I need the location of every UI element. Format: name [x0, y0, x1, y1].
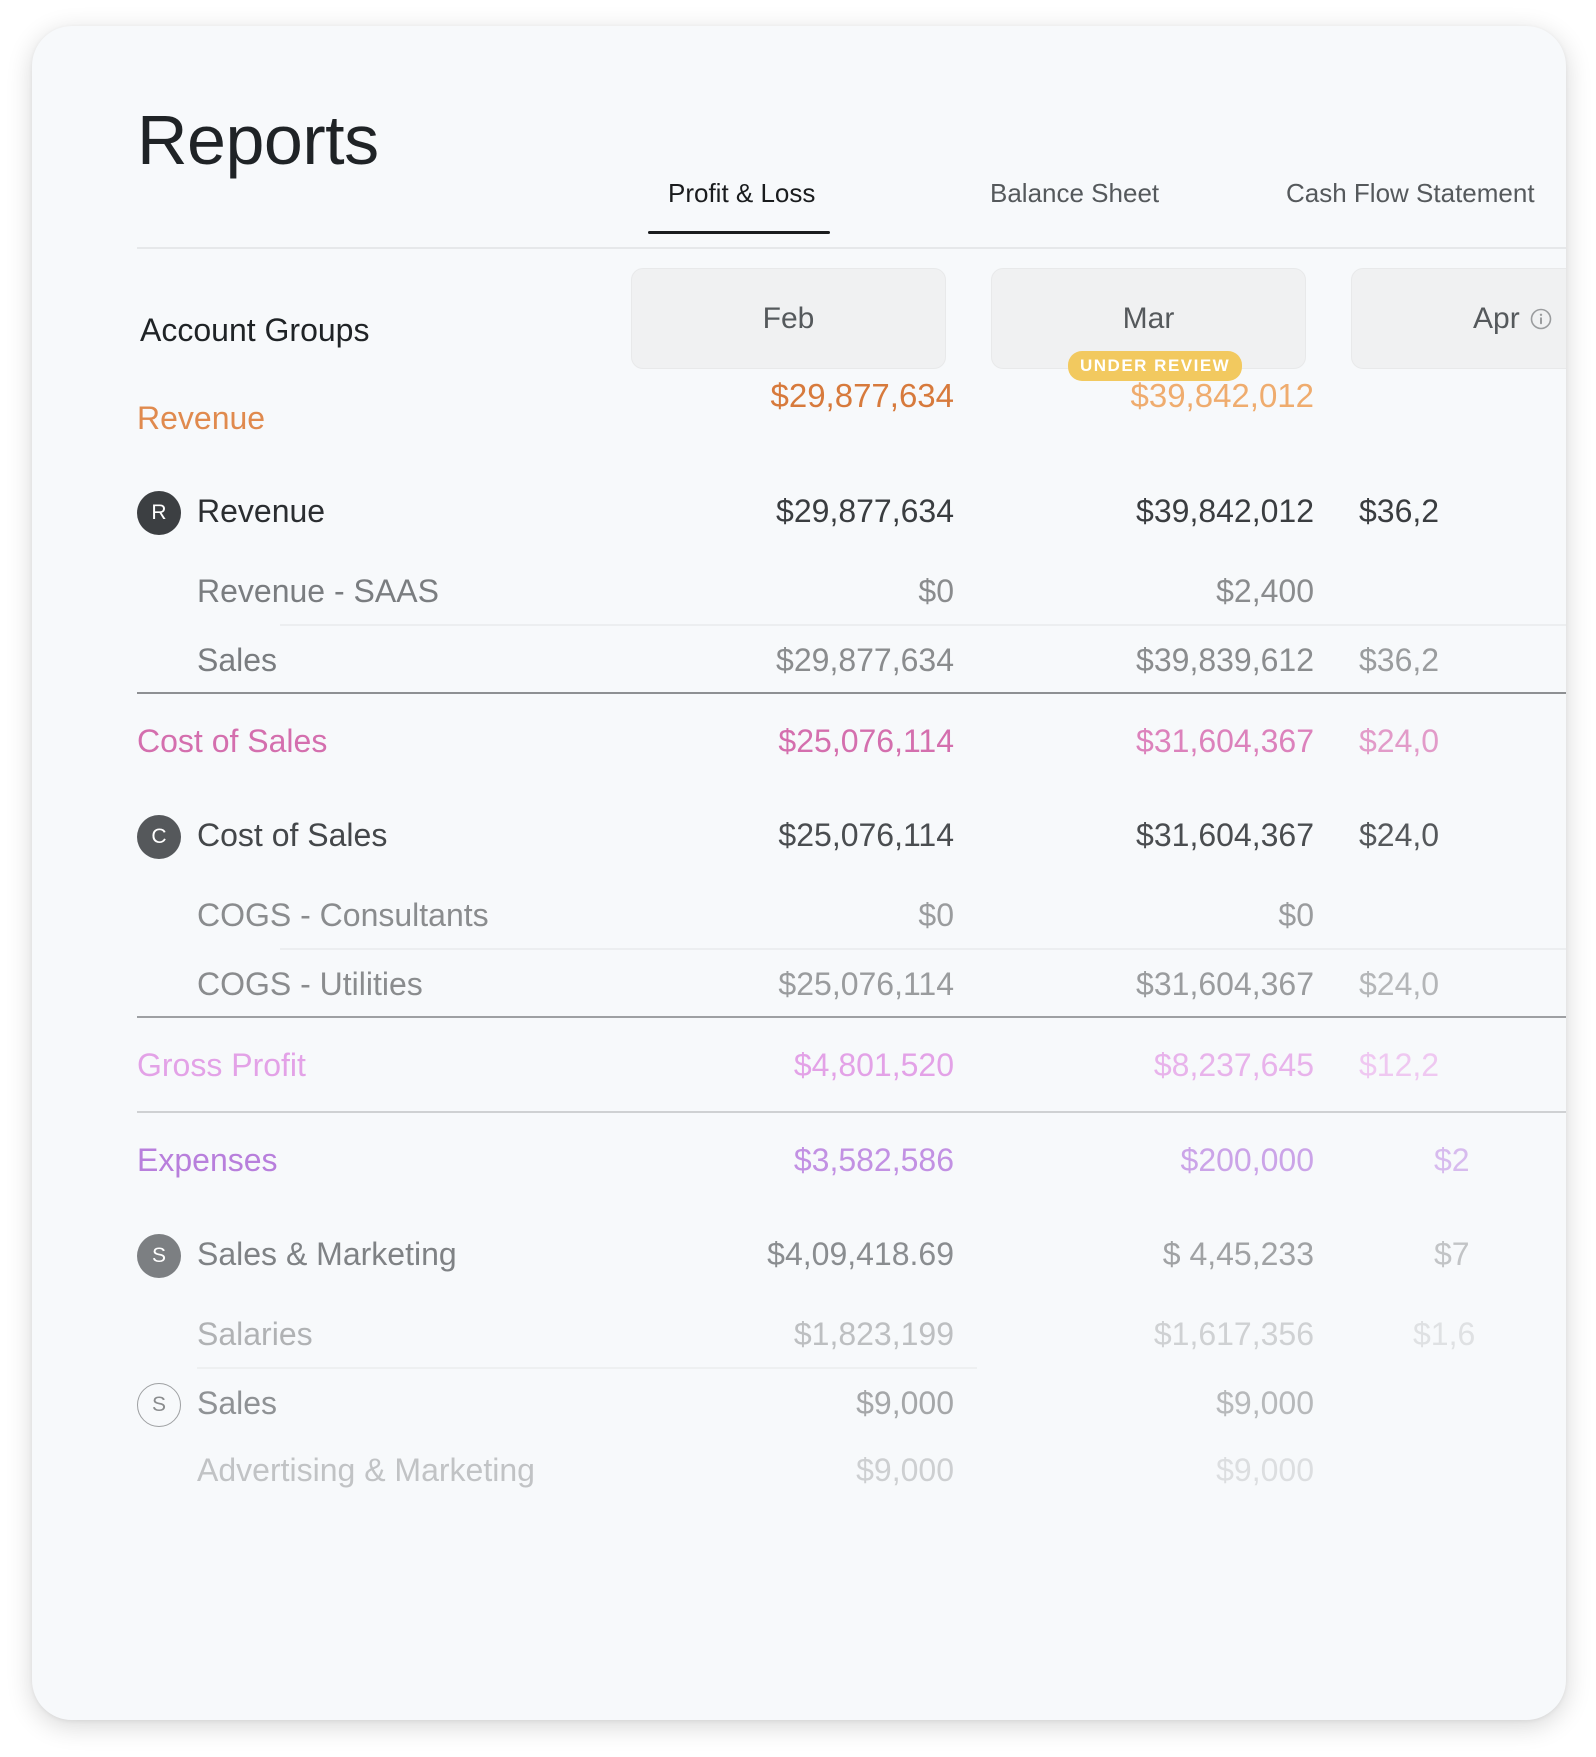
sales-marketing-apr: $7 — [1434, 1236, 1470, 1272]
info-icon[interactable] — [1530, 308, 1552, 330]
line-item-feb: $1,823,199 — [793, 1316, 954, 1352]
group-label-revenue[interactable]: Revenue — [197, 493, 326, 529]
month-header-apr[interactable]: Apr — [1351, 268, 1566, 369]
cost-of-sales-total-feb: $25,076,114 — [778, 723, 954, 759]
reports-card: Reports Profit & Loss Balance Sheet Cash… — [32, 26, 1566, 1720]
header-divider — [137, 247, 1566, 249]
cost-of-sales-total-mar: $31,604,367 — [1136, 723, 1314, 759]
group-label-sales-marketing[interactable]: Sales & Marketing — [197, 1236, 457, 1272]
revenue-total-feb: $29,877,634 — [770, 377, 954, 414]
section-label-gross-profit: Gross Profit — [137, 1047, 306, 1083]
row-divider — [197, 1367, 977, 1369]
line-item-mar: $31,604,367 — [1136, 966, 1314, 1002]
line-item-label[interactable]: Advertising & Marketing — [197, 1452, 535, 1488]
line-item-feb: $0 — [918, 573, 954, 609]
cost-of-sales-total-apr: $24,0 — [1359, 723, 1440, 759]
line-item-mar: $39,839,612 — [1136, 642, 1314, 678]
group-label-sales[interactable]: Sales — [197, 1385, 278, 1421]
row-divider — [280, 948, 1566, 950]
line-item-feb: $29,877,634 — [776, 642, 954, 678]
cost-of-sales-group-feb: $25,076,114 — [778, 817, 954, 853]
avatar: S — [137, 1383, 181, 1427]
line-item-feb: $25,076,114 — [778, 966, 954, 1002]
revenue-group-apr: $36,2 — [1359, 493, 1440, 529]
expenses-total-apr: $2 — [1434, 1142, 1470, 1178]
line-item-label[interactable]: COGS - Utilities — [197, 966, 423, 1002]
section-label-cost-of-sales: Cost of Sales — [137, 723, 328, 759]
gross-profit-apr: $12,2 — [1359, 1047, 1440, 1083]
expenses-total-feb: $3,582,586 — [793, 1142, 954, 1178]
line-item-feb: $9,000 — [856, 1452, 954, 1488]
section-divider — [137, 692, 1566, 694]
month-header-feb[interactable]: Feb — [631, 268, 946, 369]
line-item-mar: $1,617,356 — [1153, 1316, 1314, 1352]
account-groups-header: Account Groups — [140, 312, 370, 348]
section-divider — [137, 1016, 1566, 1018]
under-review-badge: UNDER REVIEW — [1068, 351, 1243, 381]
line-item-apr: $36,2 — [1359, 642, 1440, 678]
month-label: Feb — [762, 301, 815, 335]
sales-marketing-mar: $ 4,45,233 — [1162, 1236, 1314, 1272]
line-item-label[interactable]: COGS - Consultants — [197, 897, 489, 933]
month-label: Apr — [1473, 301, 1520, 335]
tab-balance-sheet[interactable]: Balance Sheet — [990, 178, 1160, 208]
cost-of-sales-group-apr: $24,0 — [1359, 817, 1440, 853]
page-title: Reports — [137, 101, 379, 179]
gross-profit-feb: $4,801,520 — [793, 1047, 954, 1083]
active-tab-indicator — [648, 231, 830, 234]
avatar: S — [137, 1234, 181, 1278]
revenue-group-feb: $29,877,634 — [776, 493, 954, 529]
tab-cash-flow-statement[interactable]: Cash Flow Statement — [1286, 178, 1535, 208]
line-item-apr: $24,0 — [1359, 966, 1440, 1002]
section-label-revenue: Revenue — [137, 400, 266, 436]
gross-profit-mar: $8,237,645 — [1153, 1047, 1314, 1083]
line-item-mar: $2,400 — [1216, 573, 1314, 609]
sales-mar: $9,000 — [1216, 1385, 1314, 1421]
sales-marketing-feb: $4,09,418.69 — [767, 1236, 954, 1272]
avatar: C — [137, 815, 181, 859]
avatar: R — [137, 491, 181, 535]
month-label: Mar — [1122, 301, 1175, 335]
line-item-apr: $1,6 — [1413, 1316, 1476, 1352]
revenue-total-mar: $39,842,012 — [1130, 377, 1314, 414]
cost-of-sales-group-mar: $31,604,367 — [1136, 817, 1314, 853]
row-divider — [280, 624, 1566, 626]
section-label-expenses: Expenses — [137, 1142, 278, 1178]
expenses-total-mar: $200,000 — [1180, 1142, 1314, 1178]
line-item-feb: $0 — [918, 897, 954, 933]
section-divider — [137, 1111, 1566, 1113]
tab-profit-loss[interactable]: Profit & Loss — [668, 178, 816, 208]
line-item-label[interactable]: Salaries — [197, 1316, 313, 1352]
line-item-mar: $0 — [1278, 897, 1314, 933]
line-item-label[interactable]: Revenue - SAAS — [197, 573, 439, 609]
line-item-mar: $9,000 — [1216, 1452, 1314, 1488]
sales-feb: $9,000 — [856, 1385, 954, 1421]
line-item-label[interactable]: Sales — [197, 642, 278, 678]
revenue-group-mar: $39,842,012 — [1136, 493, 1314, 529]
group-label-cost-of-sales[interactable]: Cost of Sales — [197, 817, 388, 853]
